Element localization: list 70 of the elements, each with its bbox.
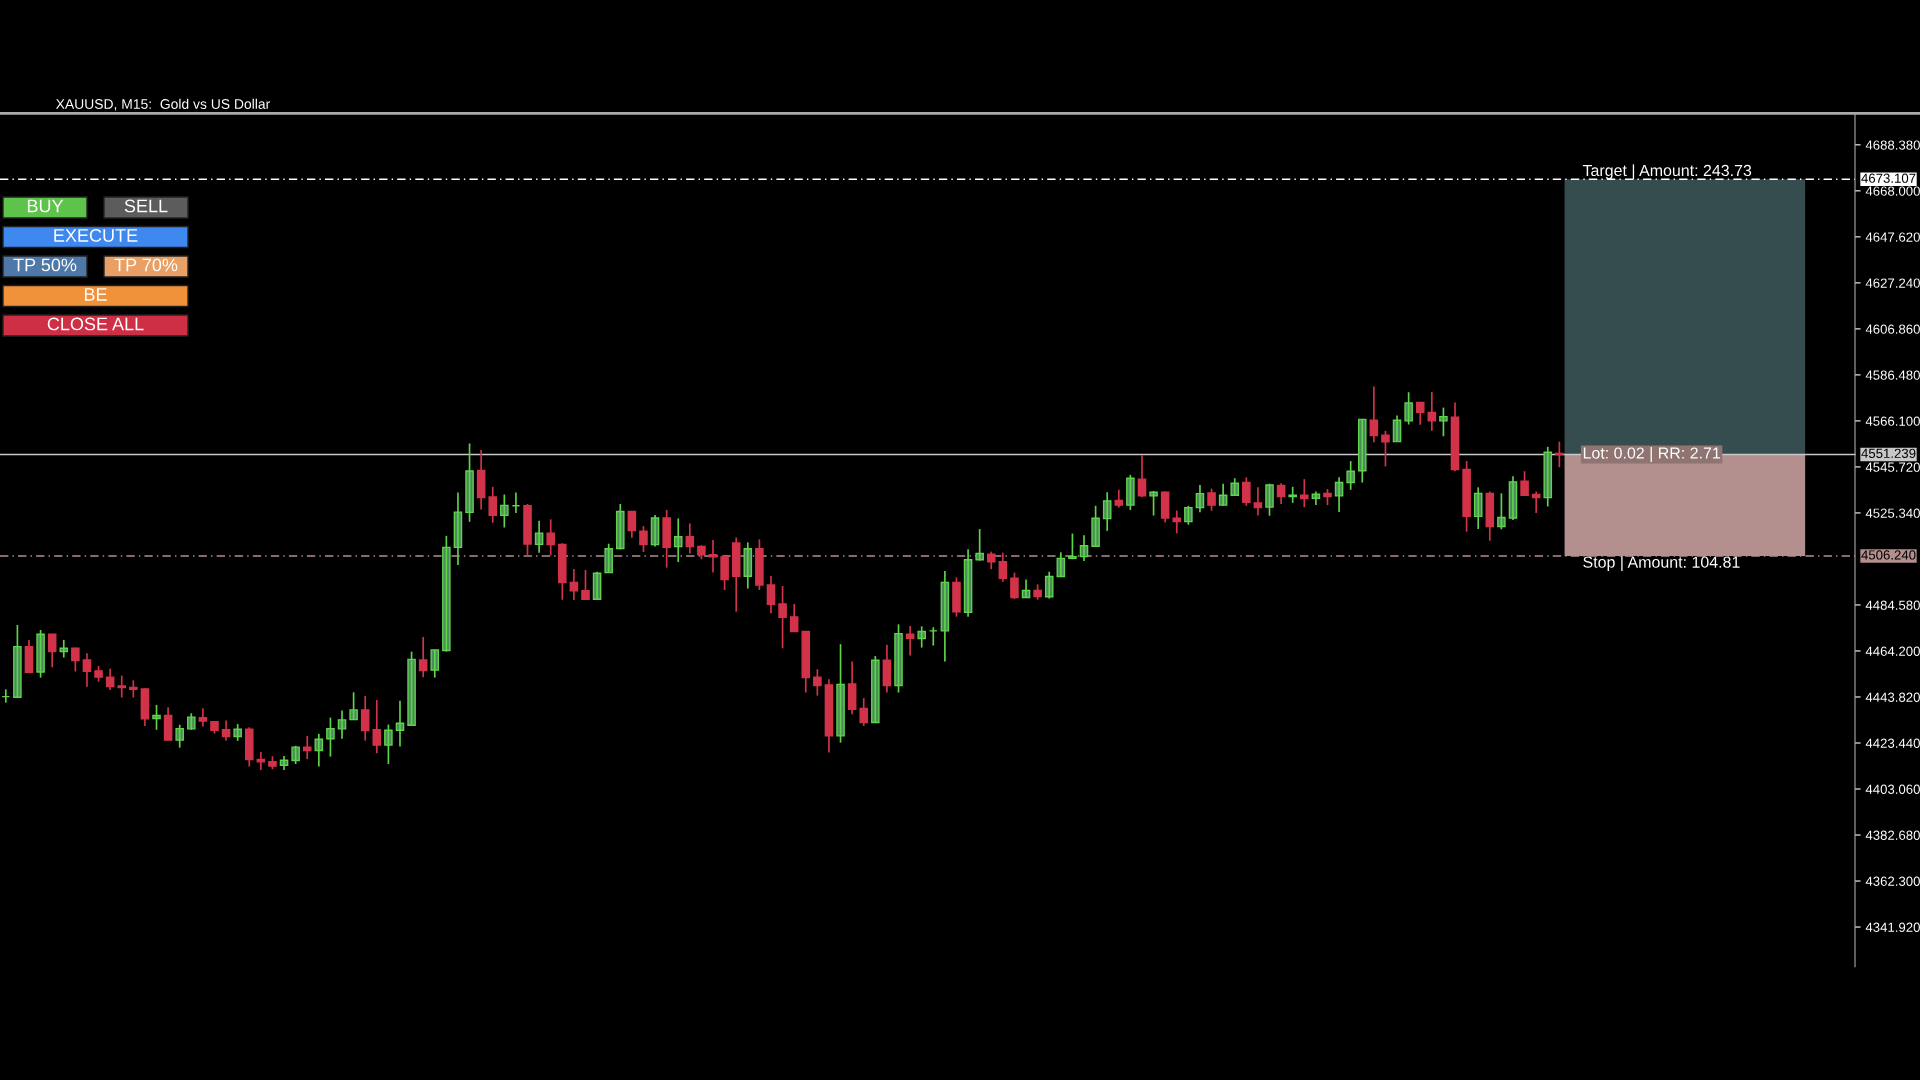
ref-line-label: 4673.107	[1861, 173, 1916, 183]
candlestick	[442, 534, 451, 653]
y-tick-label: 4382.680	[1865, 830, 1920, 840]
ref-line-label: 4551.239	[1861, 448, 1916, 458]
candlestick	[1184, 504, 1193, 526]
chart-title: XAUUSD, M15: Gold vs US Dollar	[55, 98, 270, 111]
candlestick	[1010, 571, 1019, 600]
y-tick-label: 4688.380	[1865, 140, 1920, 150]
annotation: BUY	[27, 199, 64, 213]
candlestick	[13, 624, 22, 699]
y-tick-label: 4566.100	[1865, 416, 1920, 426]
candlestick	[952, 576, 961, 618]
candlestick	[152, 704, 161, 731]
candlestick	[894, 623, 903, 694]
y-tick-label: 4606.860	[1865, 324, 1920, 334]
y-tick-label: 4464.200	[1865, 646, 1920, 656]
candlestick	[662, 509, 671, 569]
candlestick	[349, 691, 358, 721]
band-label: Target | Amount: 243.73	[1582, 164, 1752, 180]
candlestick	[1288, 485, 1297, 504]
candlestick	[1381, 430, 1390, 468]
y-tick-label: 4627.240	[1865, 278, 1920, 288]
candlestick	[384, 723, 393, 765]
candlestick	[778, 585, 787, 650]
y-tick-label: 4647.620	[1865, 232, 1920, 242]
y-tick-label: 4341.920	[1865, 922, 1920, 932]
candlestick	[813, 668, 822, 697]
y-tick-label: 4423.440	[1865, 738, 1920, 748]
y-tick-label: 4545.720	[1865, 462, 1920, 472]
band-label: Stop | Amount: 104.81	[1583, 556, 1740, 572]
candlestick	[1091, 504, 1100, 548]
annotation: SELL	[124, 199, 168, 213]
candlestick	[465, 442, 474, 523]
candlestick	[523, 503, 532, 557]
y-tick-label: 4362.300	[1865, 876, 1920, 886]
annotation: CLOSE ALL	[47, 317, 144, 331]
candlestick	[407, 650, 416, 727]
candlestick	[1520, 470, 1529, 497]
y-tick-label: 4403.060	[1865, 784, 1920, 794]
candlestick	[36, 629, 45, 679]
candlestick	[326, 716, 335, 758]
candlestick	[1068, 532, 1077, 561]
candlestick	[755, 538, 764, 591]
candlestick	[302, 735, 312, 760]
annotation: BE	[84, 288, 107, 301]
candlestick	[720, 555, 729, 591]
y-tick-label: 4586.480	[1865, 370, 1920, 380]
candlestick	[1404, 391, 1413, 426]
y-tick-label: 4525.340	[1865, 508, 1920, 518]
candlestick	[1439, 406, 1448, 438]
y-tick-label: 4443.820	[1865, 692, 1920, 702]
candlestick	[1207, 487, 1216, 512]
candlestick	[1265, 482, 1274, 517]
candlestick	[1126, 474, 1135, 511]
candlestick	[581, 569, 590, 601]
candlestick	[639, 525, 648, 553]
ref-line-label: 4506.240	[1861, 550, 1916, 560]
y-tick-label: 4484.580	[1865, 600, 1920, 610]
annotation: Lot: 0.02 | RR: 2.71	[1583, 446, 1720, 462]
candlestick	[1300, 478, 1309, 508]
candlestick	[1497, 492, 1506, 531]
candlestick	[71, 646, 80, 673]
candlestick	[291, 744, 300, 765]
annotation: EXECUTE	[54, 229, 138, 242]
annotation: TP 50%	[13, 258, 77, 272]
candlestick	[836, 643, 845, 744]
candlestick	[1462, 460, 1471, 533]
candlestick	[1149, 490, 1158, 517]
y-tick-label: 4668.000	[1865, 186, 1920, 196]
annotation: TP 70%	[114, 258, 178, 272]
